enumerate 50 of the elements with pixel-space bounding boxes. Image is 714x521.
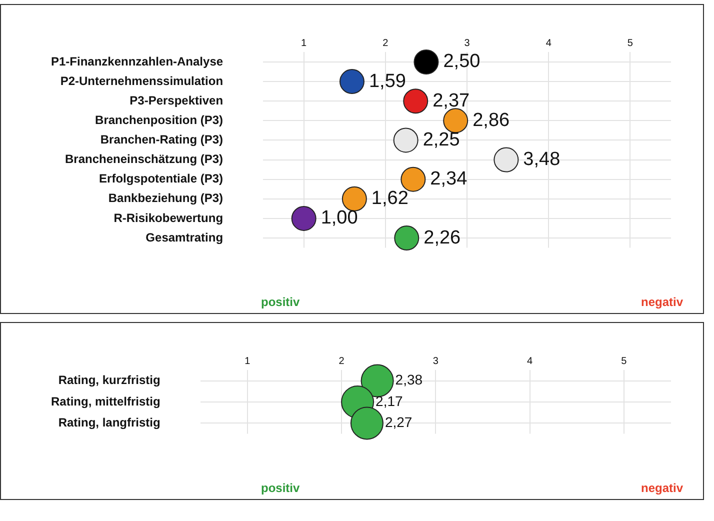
y-tick-label: Rating, langfristig <box>58 416 160 430</box>
text: negativ <box>640 481 683 495</box>
y-tick-label: P2-Unternehmenssimulation <box>60 74 224 88</box>
x-tick-label: 4 <box>527 356 534 367</box>
x-tick-label: 2 <box>338 356 345 367</box>
x-tick-label: 1 <box>301 38 308 49</box>
point <box>400 166 426 192</box>
y-tick-label: P3-Perspektiven <box>130 93 224 108</box>
y-tick-label: Brancheneinschätzung (P3) <box>65 152 224 166</box>
y-tick-label: R-Risikobewertung <box>114 210 224 225</box>
y-tick-label: Bankbeziehung (P3) <box>108 191 224 206</box>
x-tick-label: 2 <box>382 38 389 49</box>
point <box>494 147 519 172</box>
data-label: 1,59 <box>368 70 406 92</box>
point <box>393 128 418 153</box>
point <box>342 186 367 212</box>
data-label: 1,00 <box>320 208 358 229</box>
data-label: 2,86 <box>472 110 510 131</box>
y-tick-label: Branchen-Rating (P3) <box>100 132 224 147</box>
y-tick-label: Rating, mittelfristig <box>50 394 160 408</box>
x-tick-label: 5 <box>627 38 634 49</box>
text: negativ <box>640 295 683 309</box>
text: positiv <box>261 295 300 309</box>
point <box>394 226 420 251</box>
point <box>339 69 364 94</box>
data-label: 2,50 <box>443 51 480 72</box>
x-tick-label: 1 <box>244 356 251 367</box>
data-label: 2,27 <box>384 414 412 430</box>
point <box>403 88 428 114</box>
data-label: 2,34 <box>430 168 468 190</box>
x-tick-label: 4 <box>546 38 552 49</box>
point <box>443 108 468 134</box>
x-tick-label: 3 <box>432 356 439 367</box>
y-tick-label: P1-Finanzkennzahlen-Analyse <box>50 54 224 68</box>
data-label: 1,62 <box>371 188 408 210</box>
text: positiv <box>261 481 300 495</box>
y-tick-label: Branchenposition (P3) <box>95 112 224 127</box>
data-label: 3,48 <box>523 149 560 170</box>
data-label: 2,25 <box>422 129 460 150</box>
x-tick-label: 5 <box>621 356 628 367</box>
data-label: 2,17 <box>376 392 403 409</box>
y-tick-label: Rating, kurzfristig <box>58 373 160 388</box>
point <box>291 206 316 231</box>
data-label: 2,38 <box>395 372 423 388</box>
y-tick-label: Erfolgspotentiale (P3) <box>99 172 224 186</box>
data-label: 2,37 <box>432 90 470 112</box>
y-tick-label: Gesamtrating <box>146 230 224 244</box>
point <box>414 49 439 74</box>
data-label: 2,26 <box>424 227 461 248</box>
x-tick-label: 3 <box>464 38 470 49</box>
